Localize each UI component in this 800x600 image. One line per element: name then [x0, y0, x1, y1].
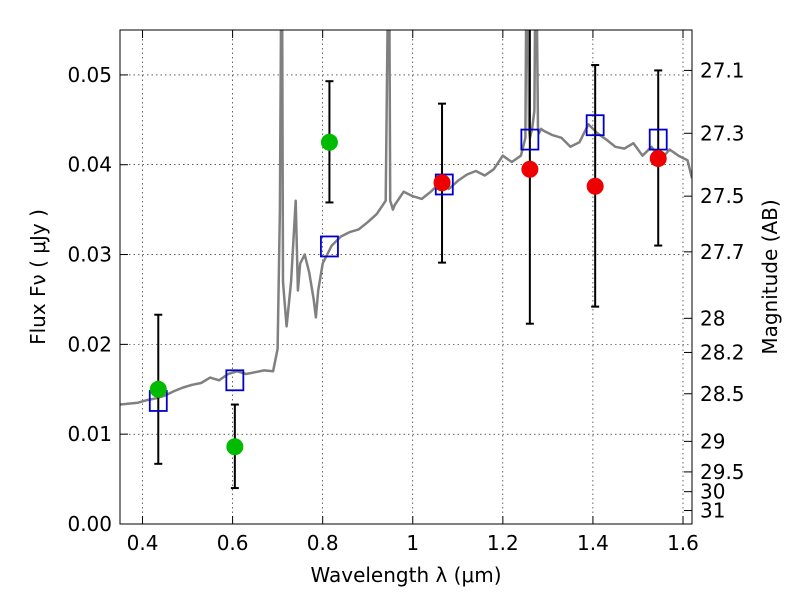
x-tick-label: 1.2	[487, 531, 519, 555]
x-tick-label: 0.8	[307, 531, 339, 555]
series-layer	[120, 30, 692, 490]
observed-photometry-point	[649, 149, 667, 167]
observed-photometry-point	[149, 380, 167, 398]
observed-photometry-point	[226, 438, 244, 456]
right-tick-label: 27.5	[700, 184, 745, 208]
y-tick-label: 0.03	[67, 243, 112, 267]
right-tick-label: 29.5	[700, 460, 745, 484]
observed-photometry-point	[521, 160, 539, 178]
observed-photometry-point	[433, 174, 451, 192]
x-tick-label: 1	[406, 531, 419, 555]
right-tick-label: 27.7	[700, 240, 745, 264]
x-tick-label: 1.4	[577, 531, 609, 555]
right-tick-label: 28.5	[700, 382, 745, 406]
y-axis-title: Flux Fν ( μJy )	[26, 209, 50, 345]
y-tick-label: 0.00	[67, 512, 112, 536]
x-tick-label: 0.6	[217, 531, 249, 555]
model-photometry-marker	[520, 128, 540, 151]
y-tick-label: 0.02	[67, 332, 112, 356]
x-tick-label: 0.4	[127, 531, 159, 555]
model-photometry-marker	[225, 369, 245, 392]
right-tick-label: 30	[700, 480, 725, 504]
observed-photometry-point	[586, 177, 604, 195]
right-tick-label: 28.2	[700, 340, 745, 364]
plot-frame	[119, 29, 693, 525]
x-tick-label: 1.6	[667, 531, 699, 555]
model-photometry-marker	[585, 114, 605, 137]
y-tick-label: 0.01	[67, 422, 112, 446]
right-tick-label: 27.1	[700, 58, 745, 82]
right-tick-label: 27.3	[700, 121, 745, 145]
right-y-axis-title: Magnitude (AB)	[758, 199, 782, 354]
model-photometry-marker	[648, 128, 668, 151]
x-axis-title: Wavelength λ (μm)	[310, 563, 501, 587]
tick-layer: 0.4 0.6 0.8 1 1.2 1.4 1.6 0.00 0.01 0.02 0.03 0.04 0…	[67, 30, 745, 555]
model-spectrum-line	[120, 30, 692, 406]
observed-photometry-point	[320, 133, 338, 151]
y-tick-label: 0.05	[67, 63, 112, 87]
plot-area-background	[120, 30, 692, 524]
right-tick-label: 31	[700, 499, 725, 523]
model-photometry-marker	[320, 235, 339, 258]
y-tick-label: 0.04	[67, 153, 112, 177]
right-tick-label: 29	[700, 429, 725, 453]
right-tick-label: 28	[700, 306, 725, 330]
